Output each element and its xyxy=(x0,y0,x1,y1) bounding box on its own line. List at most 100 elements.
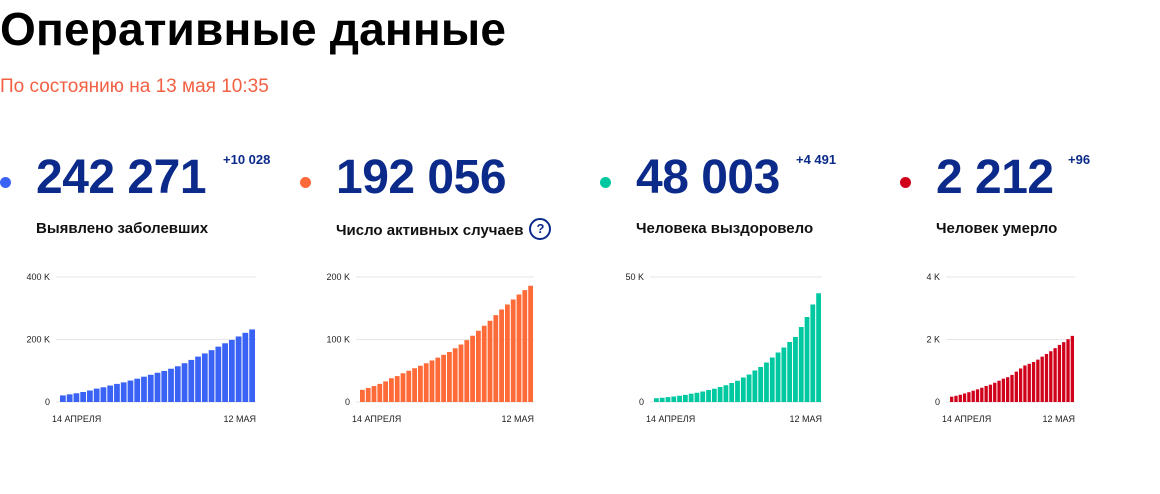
chart-bar xyxy=(975,389,980,402)
y-tick-label: 4 K xyxy=(926,272,940,282)
y-tick-label: 0 xyxy=(639,397,644,407)
chart-bar xyxy=(682,394,688,403)
chart-bar xyxy=(954,395,958,402)
y-tick-label: 2 K xyxy=(926,335,940,345)
chart-bar xyxy=(87,390,93,402)
chart-bar xyxy=(775,352,781,402)
chart-bar xyxy=(161,370,168,402)
x-start-label: 14 АПРЕЛЯ xyxy=(352,414,401,424)
chart-bar xyxy=(80,392,87,402)
chart-bar xyxy=(764,362,769,402)
chart-bar xyxy=(1006,377,1010,402)
y-tick-label: 100 K xyxy=(326,335,350,345)
chart-bar xyxy=(510,299,516,402)
y-tick-label: 400 K xyxy=(26,272,50,282)
chart-bar xyxy=(383,381,388,403)
chart-bar xyxy=(435,357,441,403)
chart-bar xyxy=(798,327,804,402)
chart-bar xyxy=(1040,356,1044,402)
chart-bar xyxy=(816,293,821,402)
chart-bar xyxy=(1053,348,1057,402)
x-end-label: 12 МАЯ xyxy=(501,414,534,424)
chart-bar xyxy=(201,353,208,402)
stat-recovered: 48 003 +4 491 Человека выздоровело 0 50 K… xyxy=(600,140,880,440)
chart-bar xyxy=(694,392,700,402)
x-end-label: 12 МАЯ xyxy=(223,414,256,424)
chart-bar xyxy=(458,344,464,402)
chart-bar xyxy=(1036,359,1040,403)
chart-bar xyxy=(215,346,222,402)
active-dot-icon xyxy=(300,177,311,188)
chart-bar xyxy=(470,335,475,402)
stat-active: 192 056 Число активных случаев? 0 100 K 20… xyxy=(300,140,580,440)
chart-bar xyxy=(1031,362,1036,402)
help-icon[interactable]: ? xyxy=(529,218,552,240)
chart-bar xyxy=(758,367,764,402)
page-subtitle: По состоянию на 13 мая 10:35 xyxy=(0,76,269,97)
x-end-label: 12 МАЯ xyxy=(1042,414,1075,424)
chart-bar xyxy=(752,370,758,402)
chart-bar xyxy=(1057,344,1062,402)
chart-bar xyxy=(360,389,365,402)
chart-bar xyxy=(154,372,161,402)
chart-bar xyxy=(365,387,371,402)
chart-bar xyxy=(810,304,816,402)
x-end-label: 12 МАЯ xyxy=(789,414,822,424)
deaths-label: Человек умерло xyxy=(936,220,1058,237)
chart-bar xyxy=(406,370,412,402)
chart-recovered: 0 50 K 14 АПРЕЛЯ 12 МАЯ xyxy=(625,272,822,424)
chart-bar xyxy=(208,350,215,402)
x-start-label: 14 АПРЕЛЯ xyxy=(646,414,695,424)
active-label-text: Число активных случаев xyxy=(336,221,524,239)
confirmed-delta: +10 028 xyxy=(223,152,271,167)
recovered-label: Человека выздоровело xyxy=(636,220,814,237)
chart-bar xyxy=(222,343,228,402)
chart-bar xyxy=(447,352,452,402)
chart-bar xyxy=(174,366,181,402)
chart-bar xyxy=(665,397,671,403)
chart-bar xyxy=(781,347,787,402)
chart-bar xyxy=(452,348,458,402)
chart-bar xyxy=(242,332,249,402)
chart-bar xyxy=(723,385,729,402)
chart-bar xyxy=(1001,378,1006,402)
x-start-label: 14 АПРЕЛЯ xyxy=(52,414,101,424)
chart-bar xyxy=(1049,351,1053,402)
chart-bar xyxy=(127,380,134,402)
chart-bar xyxy=(793,337,798,402)
chart-bar xyxy=(1018,368,1023,402)
chart-bar xyxy=(997,380,1001,402)
chart-bar xyxy=(100,387,107,402)
chart-bar xyxy=(418,365,423,402)
chart-bar xyxy=(487,320,493,402)
chart-bar xyxy=(971,390,975,402)
chart-bar xyxy=(688,393,694,402)
chart-bar xyxy=(711,388,717,402)
chart-bar xyxy=(168,368,174,402)
chart-bar xyxy=(476,330,481,402)
chart-bar xyxy=(195,356,201,402)
chart-bar xyxy=(120,382,127,402)
y-tick-label: 200 K xyxy=(26,335,50,345)
chart-bar xyxy=(1070,335,1074,403)
chart-bar xyxy=(394,376,400,402)
chart-bar xyxy=(400,373,406,402)
chart-bar xyxy=(505,304,510,402)
chart-bar xyxy=(1010,374,1014,402)
chart-bar xyxy=(464,340,470,403)
chart-bar xyxy=(706,390,711,402)
deaths-value: 2 212 xyxy=(936,151,1054,204)
chart-bar xyxy=(441,354,446,402)
chart-bar xyxy=(516,294,522,402)
active-label: Число активных случаев? xyxy=(336,218,552,242)
chart-bar xyxy=(73,393,80,402)
chart-bar xyxy=(980,387,984,402)
chart-bar xyxy=(528,285,533,402)
chart-bar xyxy=(66,394,73,402)
chart-bar xyxy=(188,359,195,402)
chart-bar xyxy=(147,374,154,402)
chart-bar xyxy=(1044,353,1049,402)
chart-bar xyxy=(1027,363,1031,402)
chart-bar xyxy=(988,384,993,402)
chart-bar xyxy=(389,378,394,402)
